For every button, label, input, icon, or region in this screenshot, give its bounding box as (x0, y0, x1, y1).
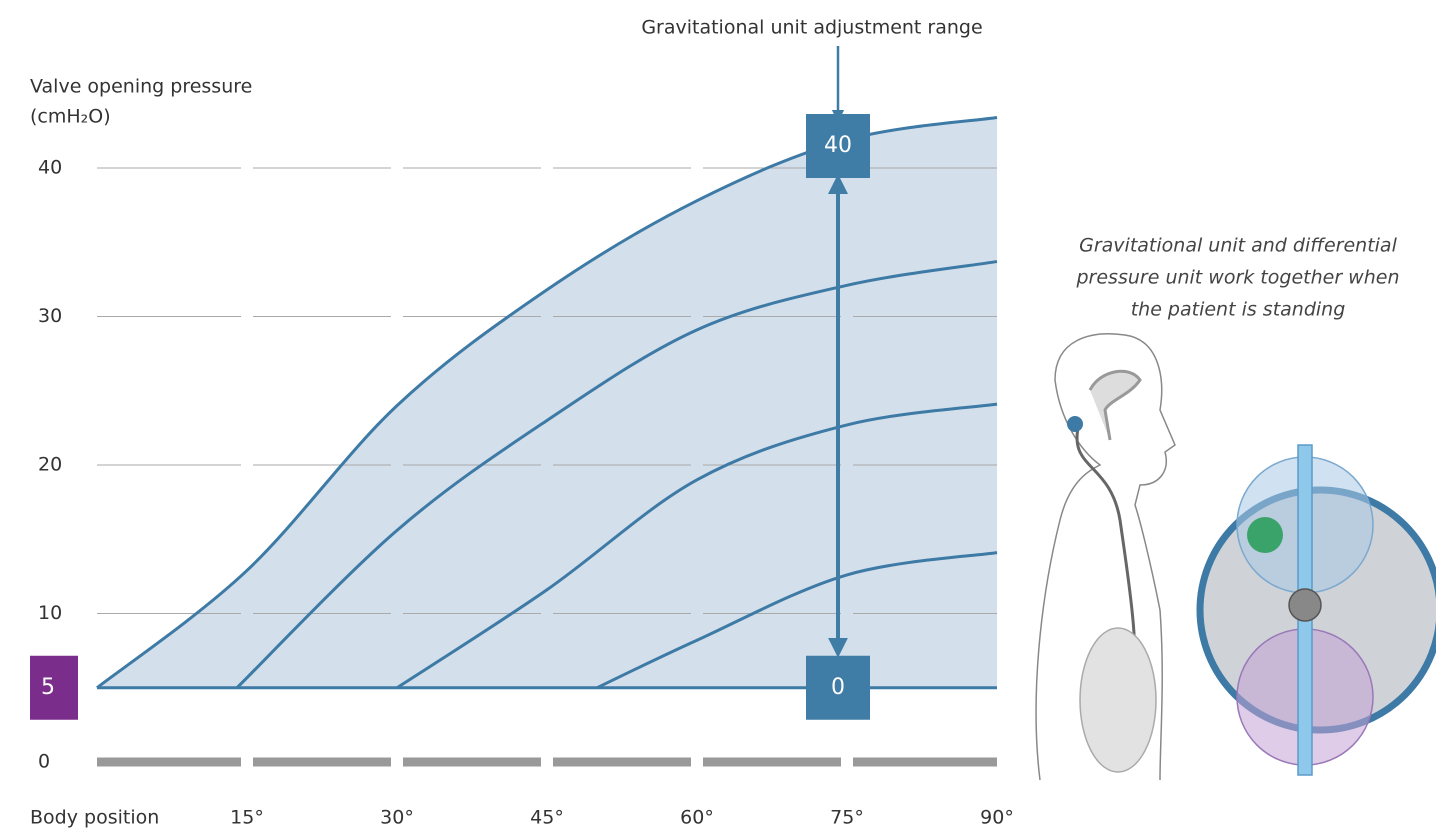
range-min-box (806, 655, 870, 720)
curve (235, 260, 998, 689)
range-max-label: 40 (824, 133, 852, 158)
x-tick-label: 75° (830, 807, 864, 829)
valve-hub (1288, 588, 1322, 622)
x-tick-label: 15° (230, 807, 264, 829)
x-tick-label: 30° (380, 807, 414, 829)
adjustment-area (97, 117, 997, 688)
y-tick-label: 40 (38, 157, 62, 179)
illustration (1035, 333, 1436, 781)
x-axis-label: Body position (30, 807, 159, 829)
y-axis-label: Valve opening pressure (30, 76, 252, 98)
base-box (30, 655, 78, 720)
range-max-box (806, 114, 870, 178)
x-tick-label: 90° (980, 807, 1014, 829)
x-tick-label: 45° (530, 807, 564, 829)
side-note: pressure unit work together when (1076, 267, 1400, 289)
range-label: Gravitational unit adjustment range (641, 17, 982, 39)
y-tick-label: 10 (38, 602, 62, 624)
abdomen (1079, 627, 1157, 773)
x-tick-label: 60° (680, 807, 714, 829)
y-tick-label: 0 (38, 751, 50, 773)
valve-ball (1247, 517, 1283, 553)
curve (396, 402, 998, 690)
side-note: Gravitational unit and differential (1079, 235, 1397, 257)
y-axis-label: (cmH₂O) (30, 106, 111, 128)
patient-outline (1035, 333, 1176, 781)
y-tick-label: 30 (38, 305, 62, 327)
side-note: the patient is standing (1131, 299, 1346, 321)
ventricle (1088, 369, 1142, 441)
curve (596, 551, 998, 690)
valve-dot (1067, 416, 1083, 432)
y-tick-label: 20 (38, 454, 62, 476)
range-min-label: 0 (831, 675, 845, 700)
base-label: 5 (41, 675, 55, 700)
